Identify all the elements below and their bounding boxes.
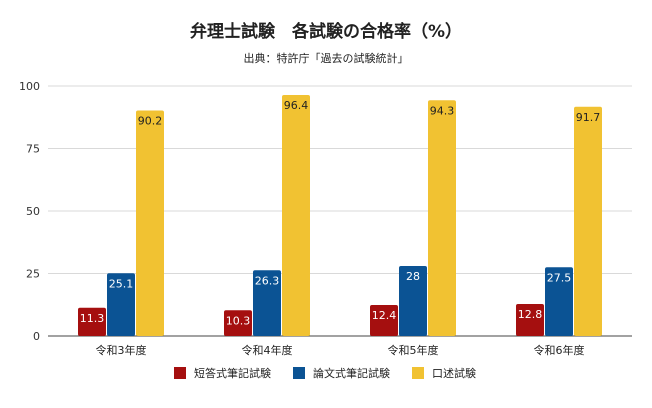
bar [516, 304, 544, 336]
bar [136, 110, 164, 336]
bar [78, 307, 106, 336]
data-label: 91.7 [576, 111, 601, 124]
legend-swatch [293, 367, 305, 379]
y-tick-label: 0 [33, 330, 40, 343]
bar [370, 305, 398, 336]
chart-title: 弁理士試験 各試験の合格率（%） [190, 21, 462, 42]
legend-label: 短答式筆記試験 [194, 366, 271, 380]
y-tick-label: 100 [19, 80, 40, 93]
bars: 11.3 25.1 90.2 10.3 26.3 96.4 12.4 28 94.3 12.8 27… [78, 95, 602, 336]
bar [574, 106, 602, 336]
data-label: 27.5 [547, 271, 572, 284]
bar [224, 310, 252, 336]
data-label: 10.3 [226, 314, 251, 327]
x-tick-label: 令和6年度 [534, 343, 585, 357]
gridlines [48, 85, 632, 337]
data-label: 96.4 [284, 99, 309, 112]
data-label: 28 [406, 270, 420, 283]
legend: 短答式筆記試験 論文式筆記試験 口述試験 [174, 366, 476, 380]
legend-swatch [412, 367, 424, 379]
bar [107, 273, 135, 336]
bar [253, 270, 281, 336]
y-tick-label: 50 [26, 205, 40, 218]
chart-subtitle: 出典：特許庁「過去の試験統計」 [244, 51, 409, 65]
legend-label: 論文式筆記試験 [313, 366, 390, 380]
data-label: 90.2 [138, 115, 163, 128]
legend-label: 口述試験 [432, 366, 476, 380]
legend-swatch [174, 367, 186, 379]
x-tick-label: 令和5年度 [388, 343, 439, 357]
bar [545, 267, 573, 336]
y-tick-label: 25 [26, 268, 40, 281]
data-label: 12.4 [372, 309, 397, 322]
x-tick-label: 令和3年度 [96, 343, 147, 357]
data-label: 12.8 [518, 308, 543, 321]
data-label: 94.3 [430, 104, 455, 117]
x-axis: 令和3年度 令和4年度 令和5年度 令和6年度 [96, 343, 585, 357]
bar [399, 266, 427, 336]
data-label: 11.3 [80, 312, 105, 325]
data-label: 25.1 [109, 277, 134, 290]
data-label: 26.3 [255, 274, 280, 287]
bar [428, 100, 456, 336]
y-axis: 0 25 50 75 100 [19, 80, 40, 343]
x-tick-label: 令和4年度 [242, 343, 293, 357]
bar [282, 95, 310, 336]
y-tick-label: 75 [26, 143, 40, 156]
